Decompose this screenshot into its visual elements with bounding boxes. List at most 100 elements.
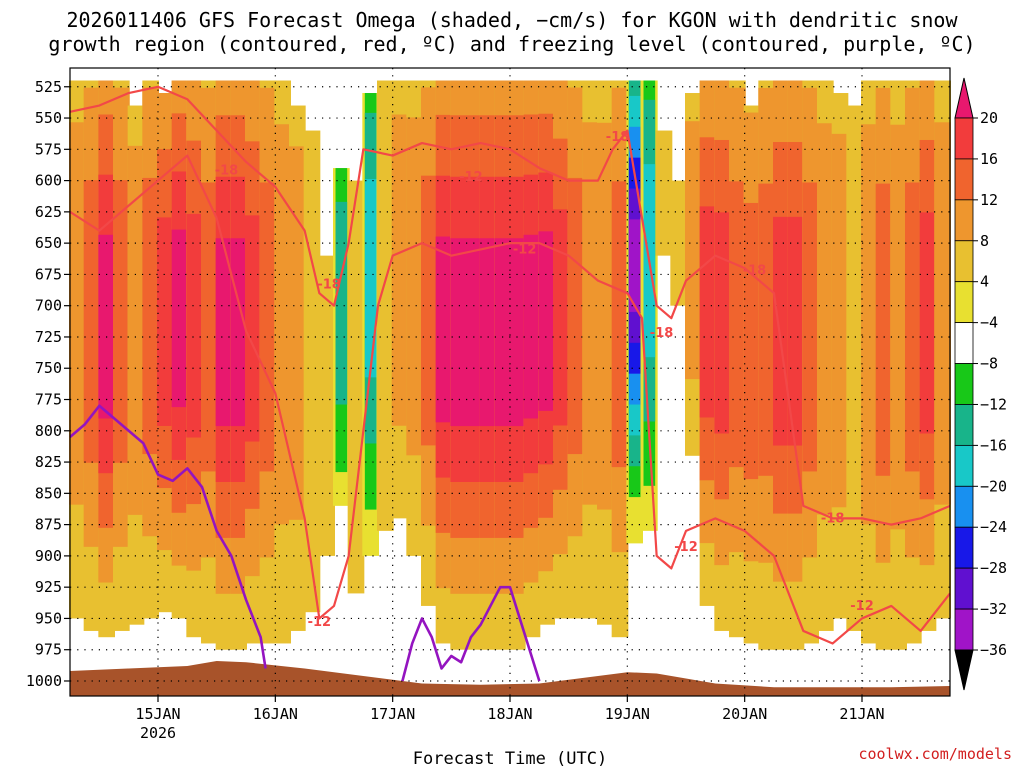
colorbar-tick-label: −4 [980, 314, 998, 332]
x-tick-label: 20JAN [722, 705, 767, 723]
omega-column-32 [538, 80, 555, 625]
colorbar-swatch [954, 363, 974, 405]
colorbar-swatch [954, 404, 974, 446]
omega-column-7 [171, 80, 189, 619]
omega-column-16 [303, 130, 321, 613]
y-tick-label: 875 [35, 516, 62, 534]
omega-column-36 [597, 80, 614, 625]
omega-column-59 [934, 80, 951, 619]
colorbar-tick-label: −20 [980, 477, 1007, 495]
contour-label: -18 [650, 326, 674, 341]
omega-column-43 [699, 80, 717, 606]
colorbar-swatch [954, 526, 974, 569]
omega-band [934, 122, 951, 505]
title-line-2: growth region (contoured, red, ºC) and f… [48, 32, 975, 56]
omega-column-52 [831, 93, 849, 619]
freezing-level-line [401, 585, 541, 682]
omega-band [553, 209, 570, 426]
omega-band [846, 105, 863, 631]
omega-band [509, 238, 526, 427]
omega-band [655, 130, 673, 256]
omega-band [318, 255, 335, 556]
omega-band [215, 238, 233, 427]
omega-band [98, 234, 115, 419]
omega-band [421, 175, 438, 446]
colorbar-tick-label: 20 [980, 109, 998, 127]
omega-band [335, 201, 348, 405]
y-tick-label: 1000 [26, 672, 62, 690]
omega-column-12 [245, 80, 262, 644]
omega-column-57 [905, 80, 922, 644]
omega-band [289, 146, 306, 520]
omega-column-2 [98, 80, 115, 638]
contour-label: -12 [513, 242, 537, 257]
y-tick-label: 575 [35, 140, 62, 158]
y-axis-ticks: 525 550 575 600 625 650 675 700 725 750 775 800 825 8… [26, 78, 70, 690]
x-tick-label: 15JAN [135, 705, 180, 723]
y-tick-label: 675 [35, 265, 62, 283]
colorbar-swatch [954, 444, 974, 487]
colorbar-tick-label: −28 [980, 559, 1007, 577]
omega-column-48 [773, 80, 790, 650]
x-axis-label: Forecast Time (UTC) [413, 749, 607, 768]
y-tick-label: 850 [35, 484, 62, 502]
omega-column-13 [259, 80, 277, 644]
omega-column-34 [567, 80, 585, 619]
colorbar-swatch [954, 117, 974, 160]
omega-band [875, 183, 893, 476]
omega-band [377, 80, 394, 531]
colorbar-swatch [954, 199, 974, 242]
omega-band [787, 216, 805, 446]
omega-column-44 [714, 80, 731, 631]
omega-column-21 [377, 80, 394, 531]
omega-band [142, 177, 159, 455]
omega-column-5 [142, 80, 159, 619]
omega-band [729, 181, 746, 468]
omega-column-15 [289, 105, 306, 631]
omega-column-49 [787, 80, 805, 650]
x-tick-label: 16JAN [253, 705, 298, 723]
colorbar: 20 16 12 8 4 −4 −8 −12 −16 −20 −24 −28 −32 −36 [954, 77, 1007, 691]
colorbar-top-arrow [954, 77, 974, 119]
y-tick-label: 800 [35, 422, 62, 440]
omega-column-23 [406, 80, 423, 556]
omega-band [230, 238, 247, 427]
omega-band [567, 177, 585, 455]
y-tick-label: 550 [35, 109, 62, 127]
dendritic-growth-contours [69, 85, 951, 645]
omega-column-26 [450, 80, 467, 650]
omega-band [186, 213, 203, 438]
omega-column-54 [861, 80, 878, 644]
x-tick-label: 21JAN [839, 705, 884, 723]
omega-band [113, 180, 130, 463]
terrain-surface [70, 660, 950, 696]
omega-column-53 [846, 105, 863, 631]
omega-column-29 [494, 80, 511, 650]
omega-band [450, 238, 467, 427]
omega-band [699, 206, 717, 418]
y-tick-label: 525 [35, 78, 62, 96]
omega-band [831, 133, 849, 508]
omega-band [364, 178, 377, 378]
colorbar-swatch [954, 240, 974, 283]
omega-column-24 [421, 80, 438, 606]
omega-column-46 [743, 105, 761, 644]
omega-column-50 [802, 80, 819, 644]
omega-column-40 [655, 130, 673, 256]
omega-column-28 [479, 80, 497, 650]
contour-label: -12 [459, 170, 483, 185]
omega-band [597, 122, 614, 510]
y-tick-label: 950 [35, 609, 62, 627]
y-tick-label: 600 [35, 172, 62, 190]
omega-column-18 [333, 168, 350, 506]
omega-band [494, 238, 511, 427]
omega-column-14 [274, 80, 291, 644]
colorbar-tick-label: −8 [980, 355, 998, 373]
contour-labels: -18 -18 -12 -12 -12 -18 -18 -12 -18 -18 -12 [215, 130, 874, 630]
colorbar-swatch [954, 322, 974, 364]
y-tick-label: 650 [35, 234, 62, 252]
omega-column-3 [113, 80, 130, 631]
omega-band [714, 212, 731, 434]
omega-column-6 [157, 93, 174, 613]
